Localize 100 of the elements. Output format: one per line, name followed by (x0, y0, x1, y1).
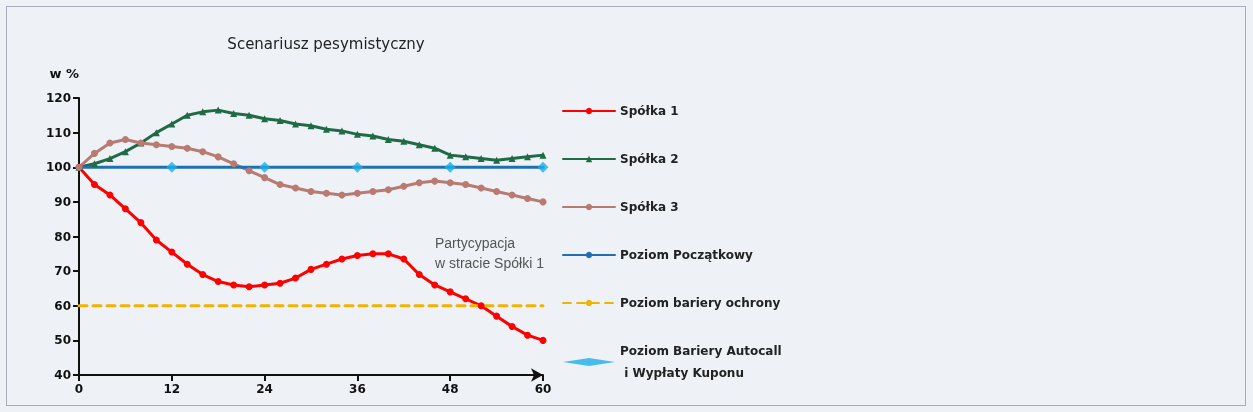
point (214, 153, 222, 161)
point (168, 248, 176, 256)
legend-label: Spółka 2 (620, 152, 679, 166)
point (121, 136, 129, 144)
y-tick-label: 90 (54, 194, 71, 209)
point (261, 281, 269, 289)
point (508, 155, 516, 163)
point (477, 302, 485, 310)
point (276, 181, 284, 189)
point (353, 130, 361, 138)
point (524, 153, 532, 161)
point (261, 174, 269, 182)
point (90, 160, 98, 168)
point (524, 194, 532, 202)
point (384, 250, 392, 258)
point (477, 155, 485, 163)
y-tick-label: 110 (45, 125, 71, 140)
point (400, 137, 408, 145)
point (230, 160, 238, 168)
point (261, 115, 269, 123)
point (369, 250, 377, 258)
point (322, 189, 330, 197)
point (322, 125, 330, 133)
point (214, 106, 222, 114)
legend-label: Poziom Początkowy (620, 248, 754, 262)
point (322, 260, 330, 268)
point (462, 181, 470, 189)
y-tick-label: 120 (45, 91, 71, 105)
y-axis-title: w % (49, 66, 79, 81)
point (400, 182, 408, 190)
point (90, 181, 98, 189)
y-tick-label: 80 (54, 229, 71, 244)
point (462, 295, 470, 303)
point (493, 312, 501, 320)
point (152, 141, 160, 149)
point (152, 236, 160, 244)
x-tick-label: 12 (163, 382, 181, 396)
point (353, 189, 361, 197)
point (431, 281, 439, 289)
point (384, 186, 392, 194)
point (307, 187, 315, 195)
point (539, 151, 547, 159)
legend-label: Spółka 3 (620, 200, 679, 214)
point (537, 161, 549, 173)
point (199, 148, 207, 156)
y-tick-label: 100 (45, 160, 71, 175)
y-tick-label: 60 (54, 298, 71, 313)
point (245, 111, 253, 119)
chart-title: Scenariusz pesymistyczny (227, 34, 425, 53)
point (539, 336, 547, 344)
point (493, 187, 501, 195)
point (90, 149, 98, 157)
point (183, 144, 191, 152)
point (493, 156, 501, 164)
point (230, 110, 238, 118)
point (446, 179, 454, 187)
point (292, 274, 300, 282)
point (166, 161, 178, 173)
x-tick-label: 48 (441, 382, 459, 396)
y-tick-label: 50 (54, 333, 71, 348)
point (524, 331, 532, 339)
point (307, 122, 315, 130)
point (245, 283, 253, 291)
point (121, 148, 129, 156)
point (259, 161, 271, 173)
point (444, 161, 456, 173)
point (351, 161, 363, 173)
point (199, 271, 207, 279)
point (245, 167, 253, 175)
point (353, 252, 361, 260)
point (183, 260, 191, 268)
point (446, 151, 454, 159)
point (400, 255, 408, 263)
point (214, 278, 222, 286)
point (384, 136, 392, 144)
point (446, 288, 454, 296)
x-tick-label: 24 (256, 382, 273, 396)
point (137, 219, 145, 227)
point (276, 279, 284, 287)
x-tick-label: 60 (534, 382, 552, 396)
point (276, 117, 284, 125)
point (431, 177, 439, 185)
point (307, 265, 315, 273)
legend-label: Poziom Bariery Autocall i Wypłaty Kuponu (620, 344, 782, 380)
point (431, 144, 439, 152)
point (230, 281, 238, 289)
y-tick-label: 40 (54, 368, 71, 382)
x-tick-label: 36 (349, 382, 366, 396)
point (369, 132, 377, 140)
point (183, 111, 191, 119)
x-tick-label: 0 (74, 382, 84, 396)
legend-label: Spółka 1 (620, 104, 679, 118)
point (106, 155, 114, 163)
point (369, 187, 377, 195)
point (121, 205, 129, 213)
y-tick-label: 70 (54, 264, 71, 279)
point (415, 179, 423, 187)
point (168, 142, 176, 150)
legend-label: Poziom bariery ochrony (620, 296, 781, 310)
point (292, 184, 300, 192)
